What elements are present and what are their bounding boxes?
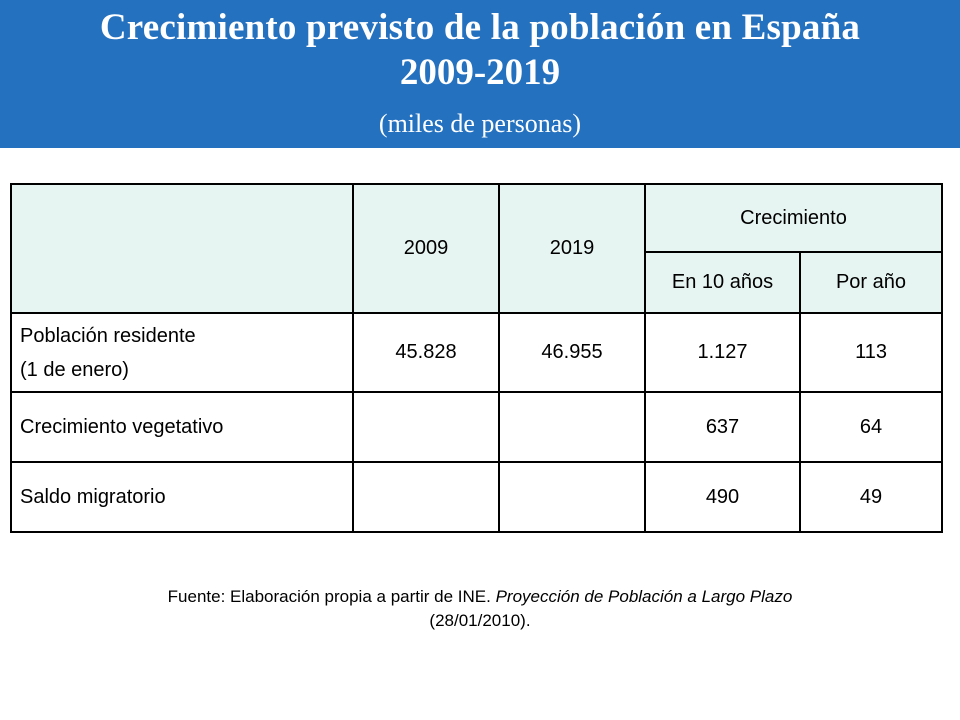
header-2009: 2009 xyxy=(352,183,500,314)
row-label: Población residente (1 de enero) xyxy=(10,312,354,393)
cell-2019 xyxy=(498,391,646,463)
header-growth-per-year: Por año xyxy=(798,251,944,314)
cell-2019 xyxy=(498,461,646,533)
cell-2019: 46.955 xyxy=(498,312,646,393)
cell-growth-year: 49 xyxy=(798,461,944,533)
header-empty-cell xyxy=(10,183,354,314)
table-row: Crecimiento vegetativo 637 64 xyxy=(10,391,944,463)
cell-2009 xyxy=(352,461,500,533)
row-label: Saldo migratorio xyxy=(10,461,354,533)
cell-growth-10: 490 xyxy=(644,461,801,533)
table-subheader-row: En 10 años Por año xyxy=(11,251,944,314)
header-growth: Crecimiento xyxy=(643,183,944,253)
cell-2009 xyxy=(352,391,500,463)
cell-growth-10: 1.127 xyxy=(644,312,801,393)
row-label-line1: Población residente xyxy=(20,324,196,347)
row-label: Crecimiento vegetativo xyxy=(10,391,354,463)
source-title: Proyección de Población a Largo Plazo xyxy=(495,587,793,606)
table-row: Población residente (1 de enero) 45.828 … xyxy=(10,312,944,393)
title-banner: Crecimiento previsto de la población en … xyxy=(0,0,960,148)
table-header-row: 2009 2019 Crecimiento xyxy=(10,183,944,314)
page-subtitle: (miles de personas) xyxy=(378,109,582,138)
page-title-line1: Crecimiento previsto de la población en … xyxy=(99,7,861,48)
cell-growth-year: 64 xyxy=(798,391,944,463)
source-note: Fuente: Elaboración propia a partir de I… xyxy=(60,585,900,633)
cell-growth-10: 637 xyxy=(644,391,801,463)
cell-2009: 45.828 xyxy=(352,312,500,393)
population-table: 2009 2019 Crecimiento En 10 años Por año… xyxy=(10,183,944,533)
header-growth-10-years: En 10 años xyxy=(644,251,801,314)
cell-growth-year: 113 xyxy=(798,312,944,393)
header-2019: 2019 xyxy=(498,183,646,314)
table-row: Saldo migratorio 490 49 xyxy=(10,461,944,533)
row-label-line2: (1 de enero) xyxy=(20,358,129,381)
source-date: (28/01/2010). xyxy=(429,611,531,630)
source-prefix: Fuente: Elaboración propia a partir de I… xyxy=(167,587,491,606)
page-title-line2: 2009-2019 xyxy=(399,52,561,93)
